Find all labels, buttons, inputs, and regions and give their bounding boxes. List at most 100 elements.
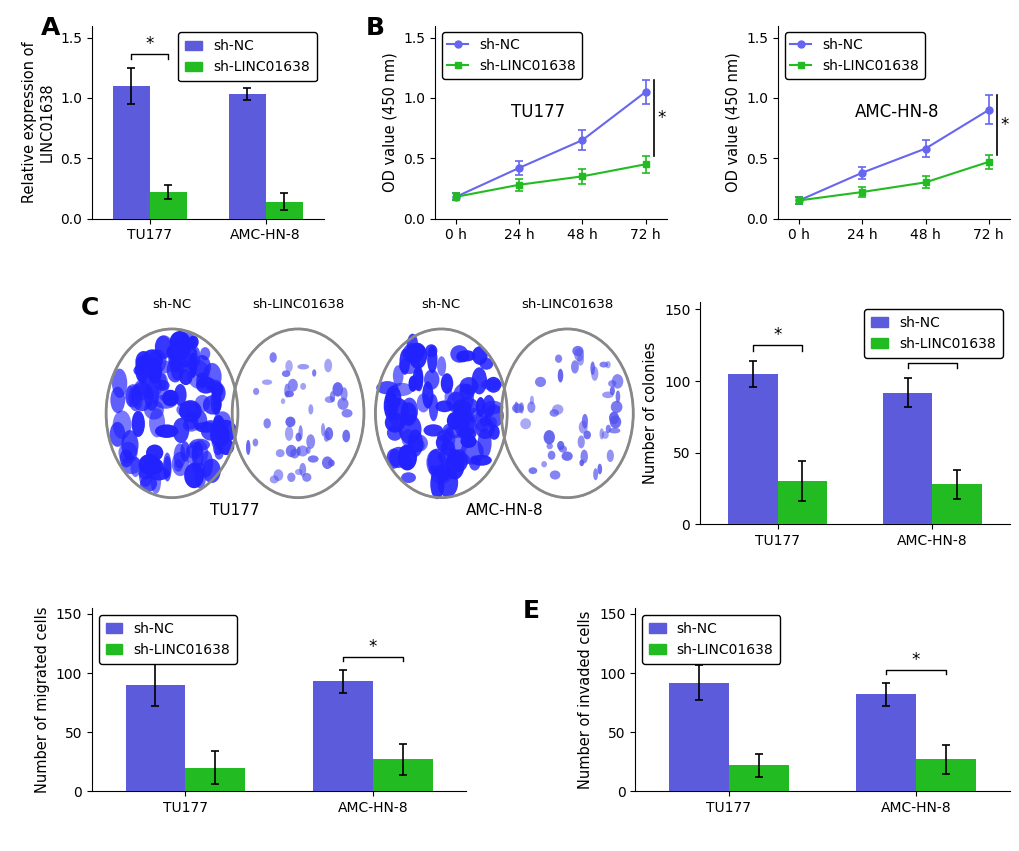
Ellipse shape [162, 390, 178, 406]
Bar [125, 685, 185, 791]
Ellipse shape [174, 384, 186, 406]
Ellipse shape [477, 428, 491, 458]
Ellipse shape [192, 410, 207, 430]
Ellipse shape [435, 401, 453, 412]
Ellipse shape [535, 377, 545, 387]
Y-axis label: OD value (450 nm): OD value (450 nm) [725, 52, 740, 192]
Ellipse shape [341, 409, 353, 418]
Ellipse shape [445, 425, 464, 438]
Ellipse shape [210, 423, 229, 448]
Ellipse shape [571, 360, 578, 374]
Ellipse shape [144, 400, 164, 420]
Ellipse shape [609, 386, 614, 395]
Ellipse shape [501, 329, 633, 498]
Ellipse shape [376, 381, 398, 394]
Ellipse shape [159, 374, 166, 390]
Ellipse shape [323, 431, 329, 442]
Ellipse shape [332, 382, 342, 397]
Text: B: B [365, 16, 384, 40]
Ellipse shape [139, 454, 161, 475]
Ellipse shape [444, 388, 452, 407]
Ellipse shape [428, 394, 438, 421]
Ellipse shape [487, 417, 496, 428]
Bar [112, 86, 150, 219]
Bar [313, 682, 373, 791]
Bar [855, 694, 915, 791]
Ellipse shape [262, 380, 272, 385]
Ellipse shape [302, 473, 311, 482]
Y-axis label: Number of colonies: Number of colonies [643, 342, 658, 484]
Ellipse shape [169, 331, 191, 353]
Ellipse shape [437, 357, 445, 376]
Ellipse shape [557, 368, 562, 382]
Bar [185, 768, 246, 791]
Ellipse shape [409, 343, 427, 368]
Ellipse shape [321, 423, 325, 437]
Ellipse shape [308, 404, 313, 414]
Ellipse shape [484, 404, 503, 427]
Ellipse shape [184, 411, 198, 430]
Ellipse shape [187, 335, 199, 348]
Ellipse shape [124, 384, 142, 408]
Bar [915, 759, 975, 791]
Ellipse shape [337, 397, 348, 410]
Ellipse shape [385, 386, 400, 409]
Ellipse shape [324, 427, 333, 440]
Ellipse shape [139, 464, 153, 487]
Ellipse shape [385, 398, 408, 420]
Ellipse shape [476, 397, 485, 417]
Ellipse shape [455, 397, 478, 414]
Ellipse shape [299, 463, 306, 477]
Ellipse shape [284, 391, 293, 397]
Ellipse shape [126, 386, 133, 407]
Ellipse shape [246, 440, 251, 455]
Ellipse shape [479, 415, 488, 427]
Ellipse shape [171, 361, 183, 380]
Ellipse shape [609, 415, 621, 428]
Ellipse shape [446, 391, 465, 413]
Ellipse shape [409, 438, 424, 452]
Ellipse shape [530, 396, 533, 405]
Text: sh-LINC01638: sh-LINC01638 [252, 298, 343, 311]
Ellipse shape [554, 355, 561, 363]
Ellipse shape [436, 430, 451, 442]
Text: sh-LINC01638: sh-LINC01638 [521, 298, 612, 311]
Ellipse shape [424, 369, 439, 390]
Ellipse shape [597, 464, 601, 474]
Ellipse shape [185, 444, 198, 465]
Ellipse shape [549, 471, 559, 480]
Ellipse shape [146, 444, 163, 461]
Ellipse shape [324, 359, 332, 373]
Ellipse shape [423, 425, 443, 437]
Ellipse shape [300, 383, 306, 390]
Ellipse shape [185, 442, 203, 460]
Ellipse shape [446, 412, 463, 430]
Ellipse shape [173, 460, 182, 471]
Ellipse shape [306, 434, 315, 449]
Ellipse shape [170, 345, 192, 374]
Ellipse shape [400, 472, 416, 483]
Legend: sh-NC, sh-LINC01638: sh-NC, sh-LINC01638 [863, 309, 1002, 358]
Ellipse shape [193, 355, 211, 379]
Ellipse shape [287, 379, 298, 391]
Ellipse shape [401, 429, 415, 447]
Ellipse shape [398, 357, 420, 374]
Ellipse shape [206, 380, 222, 393]
Ellipse shape [399, 349, 410, 374]
Ellipse shape [133, 380, 150, 400]
Ellipse shape [440, 440, 454, 456]
Ellipse shape [119, 449, 132, 467]
Ellipse shape [232, 329, 364, 498]
Ellipse shape [408, 434, 428, 452]
Ellipse shape [289, 448, 299, 459]
Ellipse shape [527, 402, 535, 413]
Ellipse shape [460, 377, 478, 395]
Ellipse shape [551, 404, 562, 414]
Ellipse shape [306, 447, 311, 454]
Ellipse shape [340, 387, 347, 401]
Ellipse shape [140, 372, 162, 400]
Text: E: E [522, 599, 539, 623]
Ellipse shape [218, 438, 234, 455]
Ellipse shape [110, 386, 125, 413]
Ellipse shape [195, 395, 210, 412]
